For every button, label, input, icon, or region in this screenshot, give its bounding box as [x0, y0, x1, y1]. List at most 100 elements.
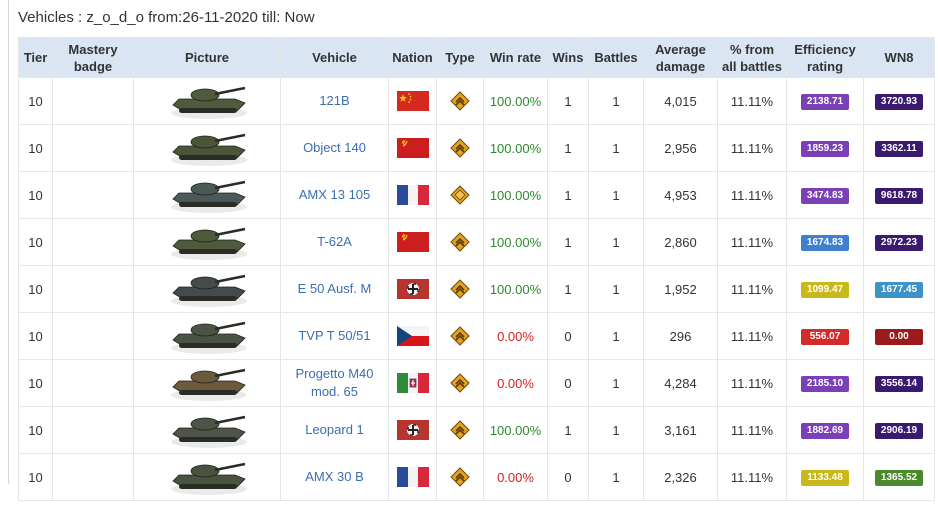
average-damage: 2,860 [643, 218, 718, 266]
mastery-badge-cell [52, 406, 134, 454]
vehicle-name[interactable]: T-62A [280, 218, 389, 266]
vehicle-name[interactable]: AMX 13 105 [280, 171, 389, 219]
vehicle-name[interactable]: TVP T 50/51 [280, 312, 389, 360]
vehicle-name[interactable]: E 50 Ausf. M [280, 265, 389, 313]
wn8-badge: 2906.19 [875, 423, 923, 439]
efficiency-badge: 556.07 [801, 329, 849, 345]
vehicles-table: Tier Mastery badge Picture Vehicle Natio… [18, 37, 935, 501]
medium-tank-icon [450, 279, 470, 299]
col-wins[interactable]: Wins [547, 37, 589, 78]
col-picture[interactable]: Picture [133, 37, 281, 78]
wn8-cell: 3720.93 [863, 77, 935, 125]
left-rule [8, 0, 9, 484]
col-mastery[interactable]: Mastery badge [52, 37, 134, 78]
table-header-row: Tier Mastery badge Picture Vehicle Natio… [18, 37, 935, 78]
average-damage: 3,161 [643, 406, 718, 454]
percent-of-battles: 11.11% [717, 124, 787, 172]
col-vehicle[interactable]: Vehicle [280, 37, 389, 78]
col-wn8[interactable]: WN8 [863, 37, 935, 78]
wn8-badge: 3720.93 [875, 94, 923, 110]
col-avgdmg[interactable]: Average damage [643, 37, 718, 78]
win-rate: 0.00% [483, 312, 548, 360]
vehicle-name[interactable]: AMX 30 B [280, 453, 389, 501]
nation-cell [388, 312, 437, 360]
germany-flag-icon [396, 279, 429, 299]
table-row: 10 E 50 Ausf. M 100.00% 1 1 1,952 11.11% 1099.4… [18, 265, 935, 313]
battles: 1 [588, 265, 644, 313]
type-cell [436, 406, 484, 454]
efficiency-cell: 1882.69 [786, 406, 864, 454]
col-nation[interactable]: Nation [388, 37, 437, 78]
ussr-flag-icon [396, 138, 429, 158]
mastery-badge-cell [52, 312, 134, 360]
table-row: 10 121B 100.00% 1 1 4,015 11.11% 2138.71 3720.93 [18, 77, 935, 125]
battles: 1 [588, 359, 644, 407]
wn8-badge: 1677.45 [875, 282, 923, 298]
tier-cell: 10 [18, 218, 53, 266]
wn8-cell: 9618.78 [863, 171, 935, 219]
col-tier[interactable]: Tier [18, 37, 53, 78]
nation-cell [388, 359, 437, 407]
france-flag-icon [396, 467, 429, 487]
picture-cell [133, 312, 281, 360]
wn8-badge: 3362.11 [875, 141, 923, 157]
win-rate: 100.00% [483, 218, 548, 266]
type-cell [436, 312, 484, 360]
table-row: 10 T-62A 100.00% 1 1 2,860 11.11% 1674.83 2972.2… [18, 218, 935, 266]
nation-cell [388, 453, 437, 501]
efficiency-badge: 1674.83 [801, 235, 849, 251]
medium-tank-icon [450, 232, 470, 252]
col-eff[interactable]: Efficiency rating [786, 37, 864, 78]
type-cell [436, 265, 484, 313]
win-rate: 100.00% [483, 124, 548, 172]
wins: 1 [547, 218, 589, 266]
efficiency-badge: 1133.48 [801, 470, 849, 486]
nation-cell [388, 77, 437, 125]
picture-cell [133, 265, 281, 313]
average-damage: 2,956 [643, 124, 718, 172]
wins: 1 [547, 77, 589, 125]
col-winrate[interactable]: Win rate [483, 37, 548, 78]
vehicle-name[interactable]: 121B [280, 77, 389, 125]
tier-cell: 10 [18, 453, 53, 501]
win-rate: 0.00% [483, 453, 548, 501]
average-damage: 4,953 [643, 171, 718, 219]
percent-of-battles: 11.11% [717, 218, 787, 266]
table-row: 10 AMX 30 B 0.00% 0 1 2,326 11.11% 1133.48 1365.… [18, 453, 935, 501]
vehicle-name[interactable]: Leopard 1 [280, 406, 389, 454]
wn8-cell: 3362.11 [863, 124, 935, 172]
col-battles[interactable]: Battles [588, 37, 644, 78]
average-damage: 296 [643, 312, 718, 360]
tank-image [171, 368, 247, 401]
efficiency-cell: 1133.48 [786, 453, 864, 501]
col-type[interactable]: Type [436, 37, 484, 78]
wins: 1 [547, 406, 589, 454]
page-heading: Vehicles : z_o_d_o from:26-11-2020 till:… [18, 9, 315, 26]
vehicle-name[interactable]: Object 140 [280, 124, 389, 172]
efficiency-badge: 2185.10 [801, 376, 849, 392]
medium-tank-icon [450, 138, 470, 158]
tier-cell: 10 [18, 312, 53, 360]
table-row: 10 Progetto M40 mod. 65 0.00% 0 1 4,284 11.11%… [18, 359, 935, 407]
china-flag-icon [396, 91, 429, 111]
nation-cell [388, 171, 437, 219]
tank-image [171, 86, 247, 119]
picture-cell [133, 453, 281, 501]
tier-cell: 10 [18, 77, 53, 125]
type-cell [436, 77, 484, 125]
medium-tank-icon [450, 91, 470, 111]
medium-tank-icon [450, 373, 470, 393]
tier-cell: 10 [18, 265, 53, 313]
vehicle-name[interactable]: Progetto M40 mod. 65 [280, 359, 389, 407]
col-pct[interactable]: % from all battles [717, 37, 787, 78]
czech-flag-icon [396, 326, 429, 346]
tier-cell: 10 [18, 171, 53, 219]
efficiency-cell: 1674.83 [786, 218, 864, 266]
mastery-badge-cell [52, 359, 134, 407]
efficiency-cell: 556.07 [786, 312, 864, 360]
medium-tank-icon [450, 420, 470, 440]
table-row: 10 AMX 13 105 100.00% 1 1 4,953 11.11% 3474.83 9… [18, 171, 935, 219]
efficiency-cell: 1859.23 [786, 124, 864, 172]
picture-cell [133, 77, 281, 125]
wins: 0 [547, 359, 589, 407]
